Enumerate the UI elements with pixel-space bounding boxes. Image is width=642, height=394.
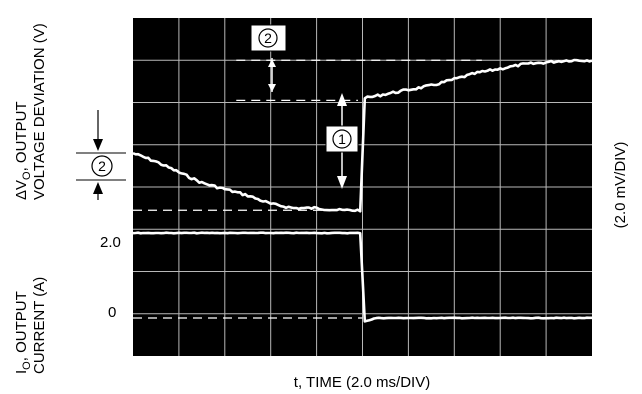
marker-2-scale: 2 (76, 110, 126, 200)
current-axis-label: IO, OUTPUT (13, 291, 33, 374)
current-tick-label-0: 0 (108, 304, 116, 321)
output-voltage-trace (132, 58, 593, 213)
marker-2: 2 (250, 24, 287, 92)
current-axis-label-line2: CURRENT (A) (31, 277, 48, 374)
x-axis-label: t, TIME (2.0 ms/DIV) (294, 374, 430, 391)
voltage-axis-label-line2: VOLTAGE DEVIATION (V) (31, 23, 48, 200)
traces (132, 58, 593, 323)
marker-2-label: 2 (264, 30, 272, 46)
voltage-axis-label: ΔVO, OUTPUT (13, 101, 33, 200)
output-current-trace (132, 231, 592, 323)
marker-1: 1 (325, 93, 359, 189)
current-tick-label-2: 2.0 (100, 234, 121, 251)
marker-1-label: 1 (338, 131, 346, 147)
marker-2-scale-label: 2 (98, 158, 106, 174)
voltage-scale-label: (2.0 mV/DIV) (612, 142, 629, 229)
